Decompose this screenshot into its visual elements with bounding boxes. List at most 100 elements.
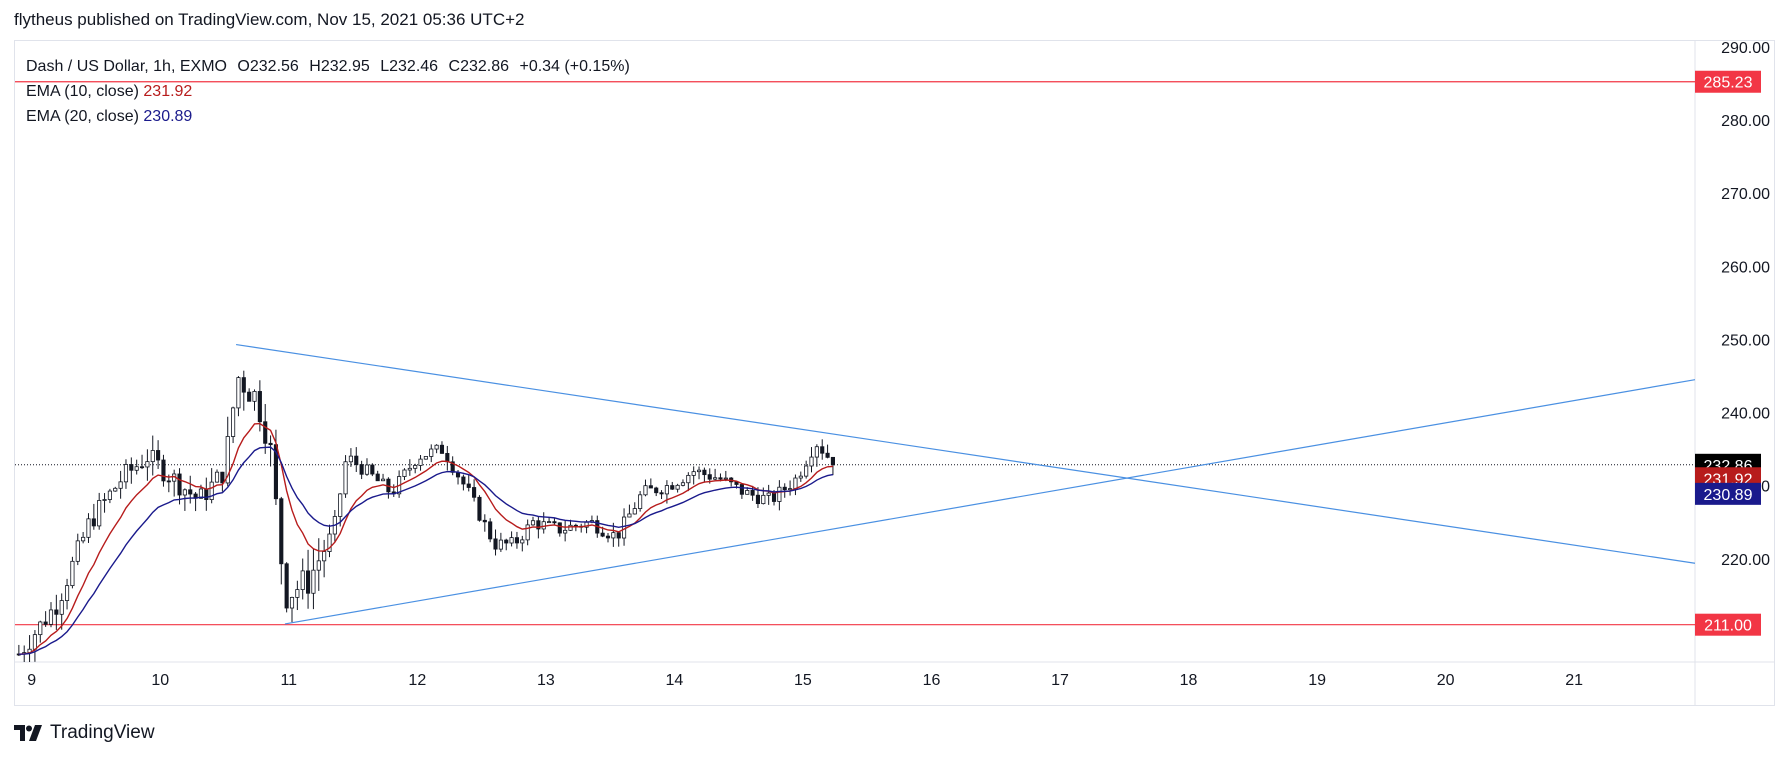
open-value: 232.56 xyxy=(249,58,299,75)
candle-body xyxy=(664,485,669,495)
candle-body xyxy=(739,484,744,495)
candle-body xyxy=(134,466,139,471)
candle-body xyxy=(343,461,348,495)
candle-body xyxy=(107,490,112,500)
level-tag-1-label: 211.00 xyxy=(1704,618,1752,635)
candle-body xyxy=(525,524,530,541)
candle-body xyxy=(198,488,204,499)
x-tick-label: 11 xyxy=(280,672,297,689)
candle-body xyxy=(97,500,102,527)
candle-body xyxy=(370,464,375,475)
candle-body xyxy=(820,446,825,454)
x-tick-label: 20 xyxy=(1437,672,1455,689)
candle-body xyxy=(563,529,568,534)
ema20-line xyxy=(18,446,834,655)
candle-body xyxy=(804,465,809,477)
x-tick-label: 19 xyxy=(1308,672,1326,689)
candle-body xyxy=(279,498,284,565)
candle-body xyxy=(605,535,611,539)
candle-body xyxy=(632,508,637,515)
price-chart[interactable]: 220.00230.00240.00250.00260.00270.00280.… xyxy=(0,0,1791,720)
x-tick-label: 12 xyxy=(408,672,426,689)
candle-body xyxy=(552,521,557,524)
trend-line-lower-support xyxy=(284,379,1695,625)
y-tick-label: 250.00 xyxy=(1721,332,1770,349)
candle-body xyxy=(177,473,182,496)
x-tick-label: 14 xyxy=(666,672,684,689)
y-tick-label: 280.00 xyxy=(1721,113,1770,130)
candle-body xyxy=(723,477,728,480)
candle-body xyxy=(766,492,771,496)
candle-body xyxy=(654,487,659,494)
candle-body xyxy=(830,456,835,466)
candle-body xyxy=(247,391,252,402)
candle-body xyxy=(38,621,43,636)
high-value: 232.95 xyxy=(320,58,370,75)
candle-body xyxy=(257,391,262,423)
candle-body xyxy=(429,448,434,457)
chart-legend: Dash / US Dollar, 1h, EXMO O232.56 H232.… xyxy=(26,54,630,129)
candle-body xyxy=(59,600,64,615)
candle-body xyxy=(70,560,75,587)
candle-body xyxy=(509,537,514,544)
candle-body xyxy=(761,494,766,505)
ema10-line xyxy=(18,422,833,655)
candle-body xyxy=(547,521,552,524)
candle-body xyxy=(102,499,107,501)
candle-body xyxy=(241,377,246,393)
candle-body xyxy=(616,532,621,539)
symbol-label[interactable]: Dash / US Dollar, 1h, EXMO xyxy=(26,58,227,75)
close-value: 232.86 xyxy=(460,58,510,75)
ema20-value: 230.89 xyxy=(143,108,193,125)
candle-body xyxy=(364,464,370,475)
open-label: O xyxy=(237,58,250,75)
candle-body xyxy=(295,589,300,598)
ema10-label: EMA (10, close) xyxy=(26,83,139,100)
candle-body xyxy=(220,471,225,484)
candle-body xyxy=(793,477,798,490)
candle-body xyxy=(413,465,418,469)
candle-body xyxy=(713,477,718,480)
candle-body xyxy=(611,532,616,539)
candle-body xyxy=(91,518,96,527)
ema20-row[interactable]: EMA (20, close) 230.89 xyxy=(26,104,630,129)
x-tick-label: 13 xyxy=(537,672,555,689)
candle-body xyxy=(750,490,755,496)
x-tick-label: 17 xyxy=(1051,672,1069,689)
x-tick-label: 9 xyxy=(27,672,36,689)
ema10-row[interactable]: EMA (10, close) 231.92 xyxy=(26,79,630,104)
candle-body xyxy=(129,464,134,471)
candle-body xyxy=(214,471,220,483)
candle-body xyxy=(113,487,118,492)
candle-body xyxy=(488,521,493,540)
candle-body xyxy=(338,493,343,517)
ema10-value: 231.92 xyxy=(143,83,193,100)
candle-body xyxy=(439,444,445,454)
candle-body xyxy=(209,481,214,501)
candle-body xyxy=(493,538,498,550)
footer[interactable]: TradingView xyxy=(14,722,155,744)
candle-body xyxy=(75,540,80,562)
x-tick-label: 15 xyxy=(794,672,812,689)
candle-body xyxy=(755,494,761,505)
candle-body xyxy=(156,450,161,461)
candle-body xyxy=(659,492,664,495)
candle-body xyxy=(231,407,236,437)
candle-body xyxy=(482,519,487,523)
y-tick-label: 260.00 xyxy=(1721,259,1770,276)
candle-body xyxy=(407,467,412,471)
candle-body xyxy=(798,475,803,479)
low-value: 232.46 xyxy=(389,58,439,75)
candle-body xyxy=(498,539,503,550)
candle-body xyxy=(182,489,187,496)
candle-body xyxy=(300,570,305,590)
ema20-tag-bg xyxy=(1695,482,1761,505)
candle-body xyxy=(621,516,627,539)
candle-body xyxy=(123,464,129,483)
candle-body xyxy=(680,482,686,486)
candle-body xyxy=(675,484,680,490)
candle-body xyxy=(771,492,777,502)
chart-frame[interactable] xyxy=(14,40,1775,706)
candle-body xyxy=(316,560,321,571)
candle-body xyxy=(541,521,546,530)
